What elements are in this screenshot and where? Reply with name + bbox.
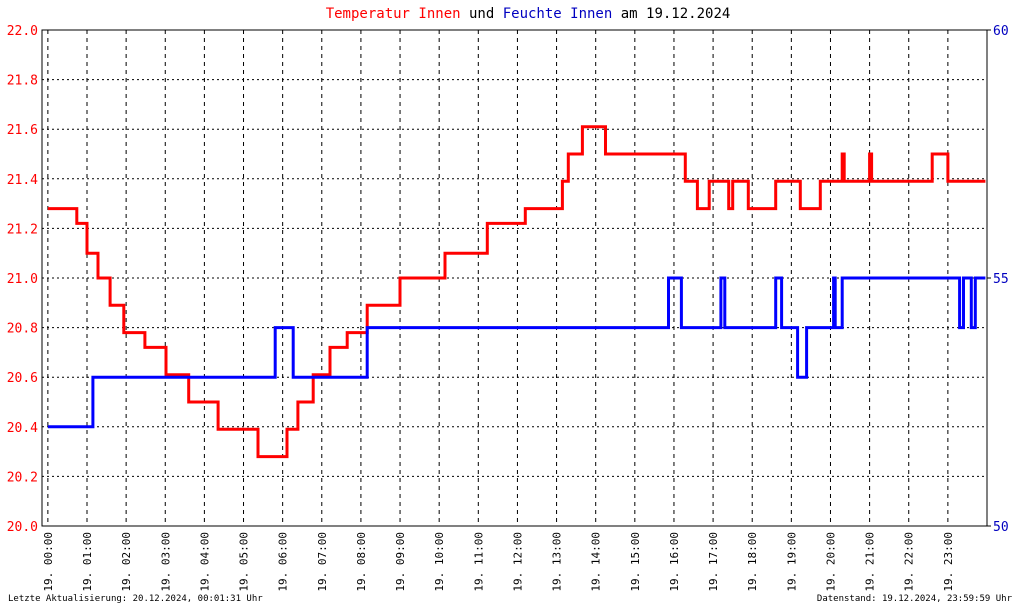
x-tick-label: 19. 18:00 xyxy=(746,532,759,592)
x-tick-label: 19. 07:00 xyxy=(316,532,329,592)
y2-tick-label: 55 xyxy=(993,272,1009,287)
y-tick-label: 20.2 xyxy=(7,470,38,485)
x-tick-label: 19. 21:00 xyxy=(864,532,877,592)
y2-tick-label: 50 xyxy=(993,520,1009,535)
series-line xyxy=(47,125,986,459)
y-tick-label: 21.6 xyxy=(7,123,38,138)
x-tick-label: 19. 03:00 xyxy=(159,532,172,592)
title-part: und xyxy=(469,6,494,22)
x-tick-label: 19. 00:00 xyxy=(42,532,55,592)
footer-left: Letzte Aktualisierung: 20.12.2024, 00:01… xyxy=(8,594,263,604)
y-tick-label: 20.4 xyxy=(7,421,38,436)
x-tick-label: 19. 08:00 xyxy=(355,532,368,592)
x-tick-label: 19. 16:00 xyxy=(668,532,681,592)
x-tick-label: 19. 15:00 xyxy=(629,532,642,592)
x-tick-label: 19. 23:00 xyxy=(942,532,955,592)
x-tick-label: 19. 09:00 xyxy=(394,532,407,592)
x-tick-label: 19. 14:00 xyxy=(590,532,603,592)
x-tick-label: 19. 06:00 xyxy=(277,532,290,592)
x-tick-label: 19. 10:00 xyxy=(433,532,446,592)
y-tick-label: 22.0 xyxy=(7,24,38,39)
x-tick-label: 19. 12:00 xyxy=(511,532,524,592)
chart-title: Temperatur Innen und Feuchte Innen am 19… xyxy=(326,6,731,22)
y-tick-label: 21.8 xyxy=(7,74,38,89)
y2-tick-label: 60 xyxy=(993,24,1009,39)
x-tick-label: 19. 04:00 xyxy=(198,532,211,592)
x-tick-label: 19. 13:00 xyxy=(551,532,564,592)
series-line xyxy=(47,276,986,429)
y-tick-label: 21.4 xyxy=(7,173,38,188)
x-tick-label: 19. 17:00 xyxy=(707,532,720,592)
x-tick-label: 19. 05:00 xyxy=(238,532,251,592)
y-tick-label: 20.0 xyxy=(7,520,38,535)
x-tick-label: 19. 01:00 xyxy=(81,532,94,592)
title-part: Temperatur Innen xyxy=(326,6,461,22)
y-tick-label: 21.0 xyxy=(7,272,38,287)
title-part: am 19.12.2024 xyxy=(621,6,731,22)
x-tick-label: 19. 20:00 xyxy=(824,532,837,592)
title-part: Feuchte Innen xyxy=(503,6,613,22)
y-tick-label: 20.8 xyxy=(7,322,38,337)
x-tick-label: 19. 19:00 xyxy=(785,532,798,592)
footer-right: Datenstand: 19.12.2024, 23:59:59 Uhr xyxy=(817,594,1013,604)
y-tick-label: 21.2 xyxy=(7,222,38,237)
plot-frame xyxy=(41,29,988,527)
y-tick-label: 20.6 xyxy=(7,371,38,386)
x-tick-label: 19. 02:00 xyxy=(120,532,133,592)
x-tick-label: 19. 22:00 xyxy=(903,532,916,592)
x-tick-label: 19. 11:00 xyxy=(472,532,485,592)
